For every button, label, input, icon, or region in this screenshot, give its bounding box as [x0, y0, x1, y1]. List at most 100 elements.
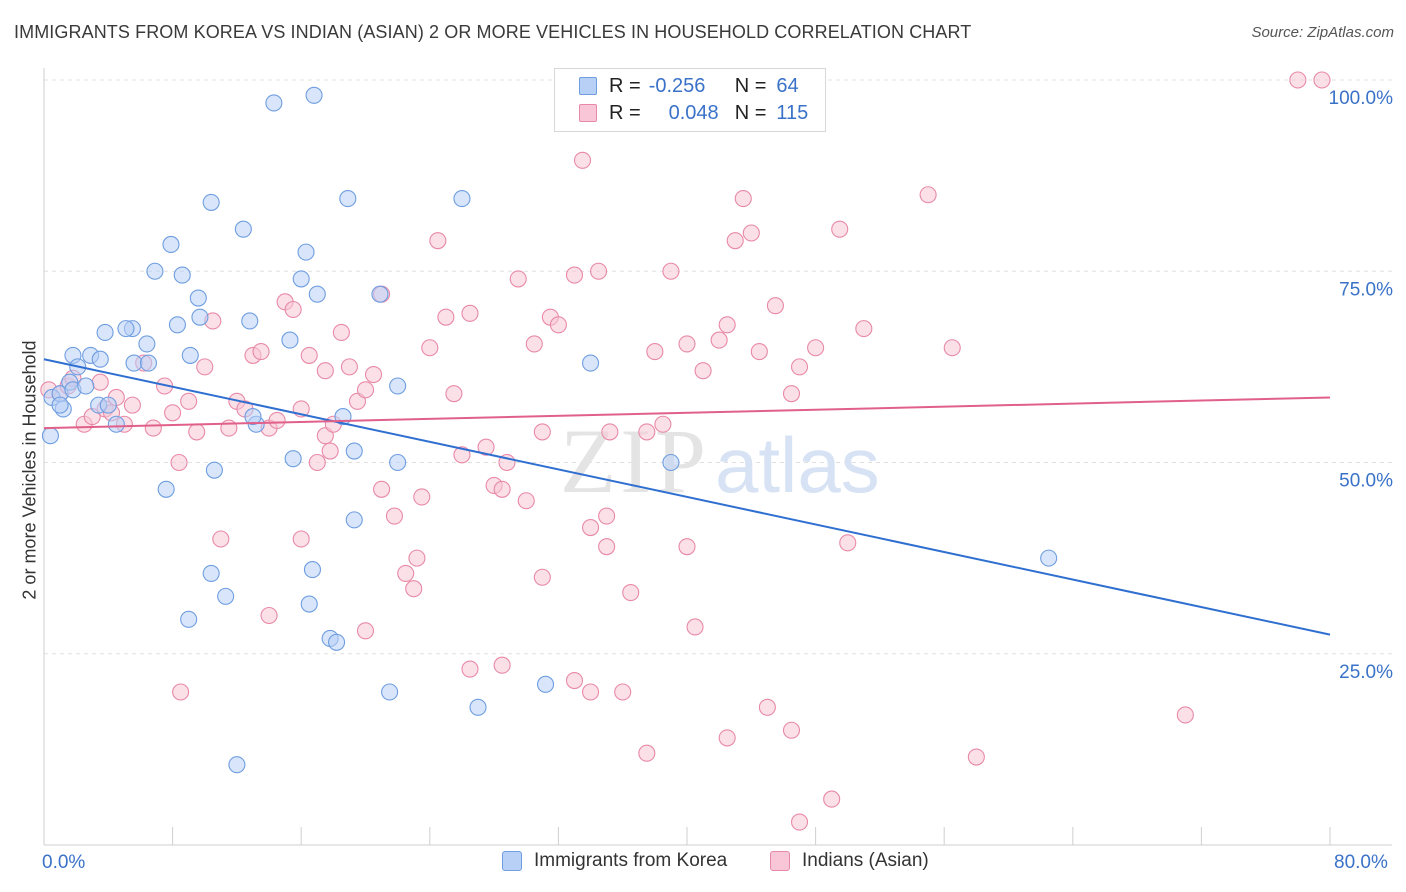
correlation-legend: R = -0.256 N = 64 R = 0.048 N = 115: [554, 68, 826, 132]
legend-swatch-indian: [579, 104, 597, 122]
point-korea: [77, 377, 95, 395]
point-indian: [397, 564, 415, 582]
point-indian: [718, 729, 736, 747]
point-korea: [173, 266, 191, 284]
point-indian: [429, 232, 447, 250]
point-indian: [445, 385, 463, 403]
point-indian: [590, 262, 608, 280]
point-indian: [373, 480, 391, 498]
point-indian: [782, 385, 801, 403]
point-korea: [389, 453, 407, 472]
point-indian: [408, 549, 426, 567]
point-korea: [345, 511, 363, 529]
trend-lines: [43, 358, 1331, 636]
point-indian: [598, 538, 616, 556]
legend-r-value-indian: 0.048: [668, 101, 719, 124]
point-indian: [646, 343, 664, 361]
point-indian: [300, 346, 318, 364]
point-indian: [678, 538, 696, 556]
point-korea: [125, 354, 143, 372]
point-indian: [413, 488, 431, 506]
point-korea: [1040, 549, 1058, 567]
point-indian: [581, 518, 600, 537]
point-indian: [1176, 706, 1194, 724]
point-indian: [316, 362, 334, 380]
point-indian: [565, 671, 584, 690]
point-indian: [405, 580, 423, 598]
y-tick-label: 100.0%: [1329, 88, 1394, 109]
point-korea: [146, 262, 164, 280]
axes-layer: [43, 68, 1392, 846]
y-tick-label: 75.0%: [1339, 279, 1393, 300]
point-indian: [823, 790, 841, 808]
point-indian: [831, 220, 849, 238]
point-korea: [381, 683, 399, 701]
point-korea: [99, 396, 117, 414]
point-indian: [172, 683, 190, 701]
legend-n-label: N =: [734, 101, 767, 124]
y-axis-label: 2 or more Vehicles in Household: [19, 340, 40, 600]
point-indian: [437, 308, 455, 326]
point-korea: [168, 316, 186, 334]
point-indian: [180, 392, 198, 410]
point-korea: [389, 377, 407, 395]
point-indian: [967, 748, 985, 766]
grid-layer: [44, 79, 1392, 655]
point-korea: [205, 461, 223, 479]
series-korea-points: [41, 86, 1058, 774]
point-korea: [117, 320, 135, 338]
series-indian-points: [40, 71, 1331, 831]
point-korea: [292, 270, 310, 288]
point-indian: [321, 442, 339, 460]
point-indian: [170, 453, 188, 472]
bottom-legend-swatch-korea: [502, 851, 522, 871]
point-korea: [241, 312, 259, 330]
point-indian: [356, 381, 375, 399]
bottom-legend-label-indian: Indians (Asian): [802, 850, 929, 871]
point-indian: [943, 339, 961, 357]
point-indian: [601, 423, 619, 441]
point-indian: [268, 411, 286, 429]
point-indian: [855, 320, 873, 338]
point-indian: [790, 813, 809, 831]
legend-r-value-korea: -0.256: [648, 74, 706, 97]
point-indian: [678, 335, 696, 353]
point-korea: [189, 289, 207, 307]
point-korea: [453, 190, 471, 208]
trend-line-indian: [43, 396, 1331, 430]
point-indian: [332, 323, 350, 342]
point-korea: [139, 354, 158, 372]
point-korea: [284, 450, 302, 468]
bottom-legend-korea[interactable]: Immigrants from Korea: [502, 850, 727, 872]
point-korea: [297, 243, 315, 261]
point-indian: [742, 224, 760, 242]
y-tick-label: 50.0%: [1339, 471, 1393, 492]
point-indian: [525, 335, 543, 353]
point-indian: [839, 534, 857, 552]
point-korea: [180, 610, 198, 628]
point-indian: [220, 419, 238, 437]
legend-n-value-korea: 64: [776, 74, 799, 97]
point-indian: [782, 721, 801, 739]
point-korea: [328, 633, 346, 651]
point-korea: [339, 190, 357, 208]
point-indian: [694, 362, 712, 380]
point-indian: [453, 446, 471, 464]
point-korea: [51, 396, 69, 414]
point-korea: [191, 308, 209, 326]
point-indian: [509, 270, 527, 288]
point-korea: [202, 564, 220, 582]
point-indian: [758, 698, 776, 716]
point-korea: [91, 350, 109, 368]
bottom-legend-indian[interactable]: Indians (Asian): [770, 850, 929, 872]
point-korea: [265, 94, 283, 112]
point-indian: [718, 316, 736, 334]
point-indian: [188, 423, 206, 441]
point-indian: [123, 396, 141, 414]
point-indian: [252, 343, 270, 361]
point-korea: [308, 285, 326, 303]
legend-swatch-korea: [579, 77, 597, 95]
point-korea: [138, 335, 156, 353]
point-korea: [202, 193, 220, 211]
